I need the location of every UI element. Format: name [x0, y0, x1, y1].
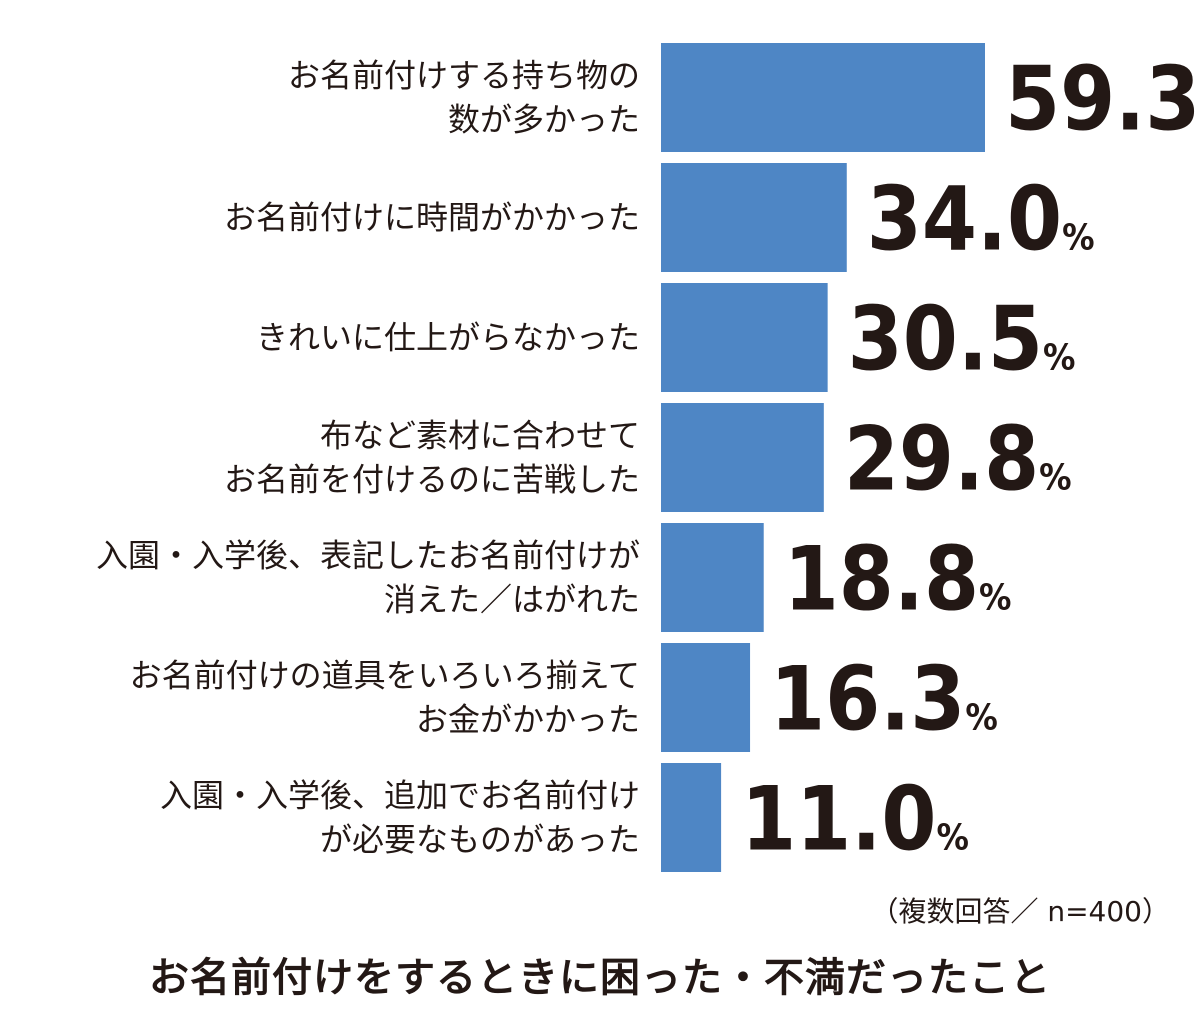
value-unit-1: %: [1062, 218, 1094, 259]
category-label-6-line-0: 入園・入学後、追加でお名前付け: [160, 777, 640, 815]
category-label-4-line-1: 消えた／はがれた: [384, 581, 640, 619]
value-label-1: 34.0%: [867, 168, 1095, 271]
bar-1: [661, 163, 847, 272]
category-label-5-line-1: お金がかかった: [416, 701, 640, 739]
value-label-6: 11.0%: [741, 768, 969, 871]
value-unit-3: %: [1039, 458, 1071, 499]
category-label-3-line-1: お名前を付けるのに苦戦した: [224, 461, 640, 499]
bar-5: [661, 643, 751, 752]
bar-0: [661, 43, 985, 152]
value-unit-2: %: [1043, 338, 1075, 379]
sample-note: （複数回答／ n=400）: [870, 895, 1170, 928]
value-unit-6: %: [936, 818, 968, 859]
category-label-5-line-0: お名前付けの道具をいろいろ揃えて: [130, 657, 640, 695]
value-unit-5: %: [965, 698, 997, 739]
bar-6: [661, 763, 722, 872]
value-label-3: 29.8%: [844, 408, 1072, 511]
value-label-4: 18.8%: [784, 528, 1012, 631]
category-label-0-line-1: 数が多かった: [448, 101, 640, 139]
category-label-4-line-0: 入園・入学後、表記したお名前付けが: [96, 537, 640, 575]
category-label-1-line-0: お名前付けに時間がかかった: [224, 199, 640, 237]
category-label-3-line-0: 布など素材に合わせて: [320, 417, 640, 455]
category-label-0-line-0: お名前付けする持ち物の: [288, 57, 640, 95]
value-label-2: 30.5%: [848, 288, 1076, 391]
value-label-0: 59.3%: [1005, 48, 1200, 151]
bar-2: [661, 283, 828, 392]
category-label-6-line-1: が必要なものがあった: [320, 821, 640, 859]
value-label-5: 16.3%: [770, 648, 998, 751]
category-label-2-line-0: きれいに仕上がらなかった: [256, 319, 640, 357]
bar-4: [661, 523, 764, 632]
value-unit-4: %: [979, 578, 1011, 619]
chart-title: お名前付けをするときに困った・不満だったこと: [149, 955, 1051, 1001]
bar-3: [661, 403, 824, 512]
